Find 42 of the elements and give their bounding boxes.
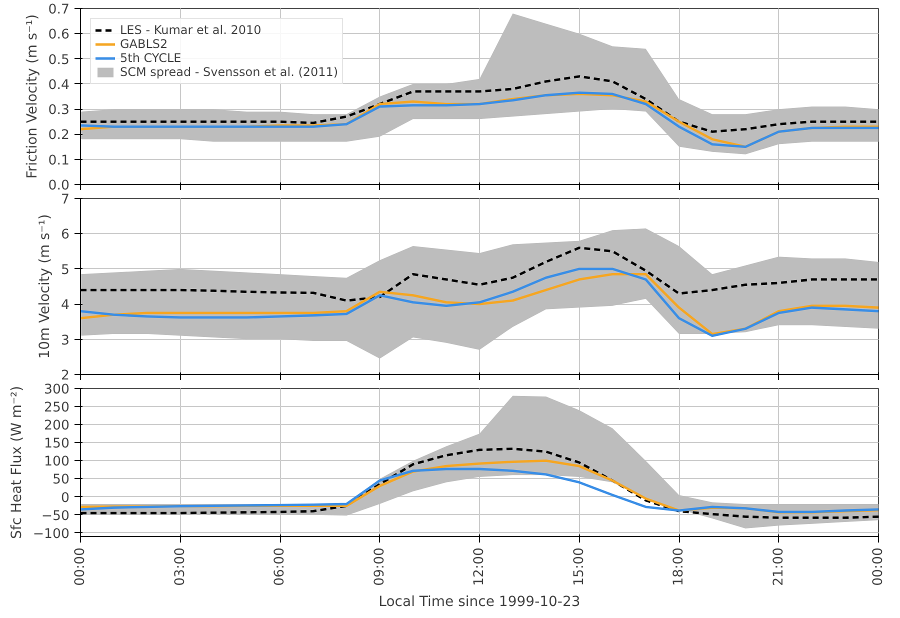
x-tick-label: 12:00 xyxy=(472,547,487,586)
y-tick-label: 6 xyxy=(61,228,70,243)
y-tick-label: 0 xyxy=(61,490,70,506)
legend-label: GABLS2 xyxy=(120,37,168,51)
x-tick-label: 06:00 xyxy=(272,547,288,586)
y-axis-title: Sfc Heat Flux (W m⁻²) xyxy=(8,386,25,540)
x-tick-label: 00:00 xyxy=(73,547,88,586)
x-tick-label: 21:00 xyxy=(771,547,786,586)
y-axis-title: 10m Velocity (m s⁻¹) xyxy=(37,214,54,359)
y-tick-label: 0.6 xyxy=(48,28,70,43)
x-tick-label: 03:00 xyxy=(172,547,188,586)
y-tick-label: 4 xyxy=(61,298,70,314)
y-tick-label: 2 xyxy=(61,368,70,384)
y-tick-label: −50 xyxy=(41,508,70,524)
y-tick-label: 0.7 xyxy=(48,2,70,18)
x-axis-title: Local Time since 1999-10-23 xyxy=(378,594,580,610)
y-tick-label: 7 xyxy=(61,192,70,208)
y-tick-label: 5 xyxy=(61,262,70,278)
y-tick-label: 0.5 xyxy=(48,52,70,68)
line-series xyxy=(80,459,878,514)
y-tick-label: 3 xyxy=(61,333,70,348)
y-tick-label: 0.0 xyxy=(48,178,70,194)
y-tick-label: 100 xyxy=(44,454,70,470)
y-tick-label: −100 xyxy=(32,526,70,542)
x-tick-label: 09:00 xyxy=(372,547,388,586)
y-tick-label: 250 xyxy=(44,400,70,416)
y-tick-label: 150 xyxy=(44,436,70,452)
legend-label: 5th CYCLE xyxy=(120,51,182,65)
y-tick-label: 0.4 xyxy=(48,78,70,93)
y-tick-label: 0.3 xyxy=(48,103,70,118)
legend-label: LES - Kumar et al. 2010 xyxy=(120,23,262,37)
line-series xyxy=(80,468,878,514)
legend-label: SCM spread - Svensson et al. (2011) xyxy=(120,65,338,79)
x-tick-label: 15:00 xyxy=(572,547,587,586)
x-tick-label: 00:00 xyxy=(871,547,886,586)
y-tick-label: 300 xyxy=(44,382,70,398)
y-tick-label: 200 xyxy=(44,418,70,434)
y-tick-label: 0.1 xyxy=(48,153,70,168)
y-tick-label: 0.2 xyxy=(48,128,70,144)
x-tick-label: 18:00 xyxy=(672,547,686,586)
y-tick-label: 50 xyxy=(52,472,70,488)
y-axis-title: Friction Velocity (m s⁻¹) xyxy=(24,14,40,179)
